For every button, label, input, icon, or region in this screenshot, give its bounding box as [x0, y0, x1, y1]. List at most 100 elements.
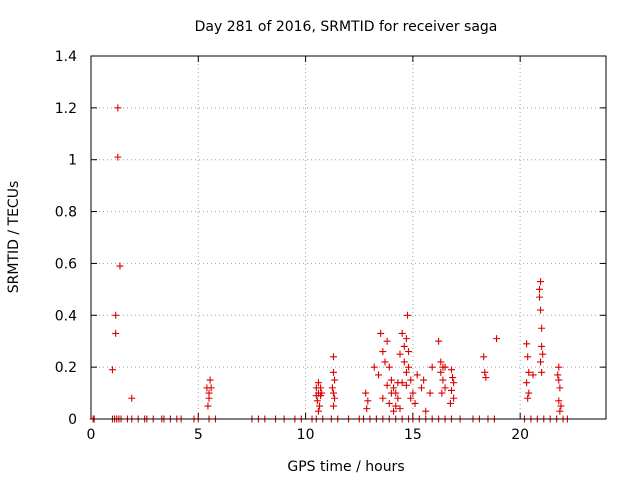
data-point: [538, 342, 546, 350]
data-point: [493, 335, 501, 343]
data-point: [409, 389, 417, 397]
y-tick-label: 0.6: [55, 256, 77, 272]
data-point: [402, 335, 410, 343]
data-point: [390, 407, 398, 415]
data-point: [405, 348, 413, 356]
data-point: [537, 278, 545, 286]
data-point: [317, 384, 325, 392]
data-point: [379, 394, 387, 402]
data-point: [375, 371, 383, 379]
data-point: [385, 399, 393, 407]
y-tick-label: 0.2: [55, 360, 77, 376]
data-point: [396, 405, 404, 413]
data-point: [428, 363, 436, 371]
data-point: [524, 353, 532, 361]
data-point: [539, 350, 547, 358]
data-point: [422, 407, 430, 415]
data-point: [535, 285, 543, 293]
data-point: [535, 293, 543, 301]
data-point: [207, 384, 215, 392]
data-point: [556, 384, 564, 392]
axis-ticks: 0 0.2 0.4 0.6 0.8 1 1.2 1.4 0 5 10 15 20: [55, 49, 606, 443]
data-point: [556, 407, 564, 415]
data-point: [426, 389, 434, 397]
data-point: [328, 384, 336, 392]
y-tick-label: 0: [68, 412, 77, 428]
data-point: [392, 402, 400, 410]
data-point: [379, 348, 387, 356]
data-point: [435, 337, 443, 345]
data-point: [555, 376, 563, 384]
data-point: [557, 402, 565, 410]
data-point: [128, 394, 136, 402]
data-point: [329, 402, 337, 410]
data-point: [112, 311, 120, 319]
data-point: [411, 399, 419, 407]
data-point: [114, 104, 122, 112]
data-point: [205, 394, 213, 402]
y-tick-label: 0.8: [55, 205, 77, 221]
data-point: [480, 353, 488, 361]
data-point: [331, 394, 339, 402]
y-tick-label: 1.4: [55, 49, 77, 65]
data-point: [402, 381, 410, 389]
data-point: [383, 337, 391, 345]
data-point: [448, 386, 455, 394]
data-point: [204, 402, 212, 410]
data-point: [438, 389, 446, 397]
data-point: [529, 371, 537, 379]
data-point: [400, 342, 408, 350]
data-point: [394, 379, 402, 387]
data-point: [441, 363, 449, 371]
data-point: [537, 358, 545, 366]
data-point: [523, 340, 531, 348]
data-point: [481, 368, 489, 376]
data-point: [398, 329, 406, 337]
x-tick-label: 20: [511, 427, 529, 443]
data-point: [385, 363, 393, 371]
plot-frame: [90, 55, 607, 420]
data-point: [318, 389, 326, 397]
data-point: [329, 353, 337, 361]
data-point: [392, 389, 400, 397]
y-tick-label: 1.2: [55, 101, 77, 117]
data-point: [377, 329, 385, 337]
data-point: [116, 262, 124, 270]
data-point: [370, 363, 378, 371]
data-point: [313, 397, 321, 405]
data-point: [554, 371, 562, 379]
data-point: [537, 306, 545, 314]
y-tick-label: 0.4: [55, 308, 77, 324]
data-point: [446, 399, 454, 407]
data-point: [381, 358, 389, 366]
data-point: [441, 384, 449, 392]
data-point: [482, 374, 490, 382]
data-point: [314, 379, 322, 387]
data-point: [402, 368, 410, 376]
data-point: [362, 389, 370, 397]
data-point: [404, 311, 412, 319]
x-tick-label: 10: [297, 427, 315, 443]
data-point: [449, 374, 457, 382]
x-tick-label: 5: [194, 427, 203, 443]
data-point: [407, 394, 415, 402]
data-point: [405, 363, 413, 371]
x-axis-label: GPS time / hours: [287, 459, 404, 475]
y-axis-label: SRMTID / TECUs: [6, 181, 22, 294]
data-point: [555, 363, 563, 371]
data-point: [439, 376, 447, 384]
data-point: [538, 368, 546, 376]
data-point: [108, 366, 116, 374]
chart-title: Day 281 of 2016, SRMTID for receiver sag…: [195, 19, 498, 35]
data-point: [417, 384, 425, 392]
data-point: [524, 394, 532, 402]
data-point: [450, 394, 458, 402]
y-tick-label: 1: [68, 153, 77, 169]
data-point: [112, 329, 120, 337]
data-point: [450, 379, 458, 387]
data-point: [396, 350, 404, 358]
data-point: [525, 389, 533, 397]
data-point: [523, 379, 531, 387]
data-point: [413, 371, 421, 379]
